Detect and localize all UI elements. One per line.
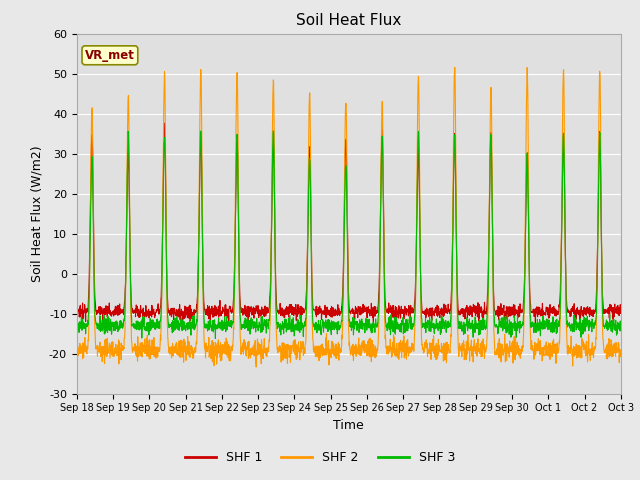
- Title: Soil Heat Flux: Soil Heat Flux: [296, 13, 401, 28]
- SHF 1: [225, 319, 232, 324]
- SHF 3: [570, 327, 577, 333]
- SHF 1: [570, 306, 577, 312]
- Y-axis label: Soil Heat Flux (W/m2): Soil Heat Flux (W/m2): [30, 145, 44, 282]
- SHF 2: [617, 347, 625, 353]
- Legend: SHF 1, SHF 2, SHF 3: SHF 1, SHF 2, SHF 3: [180, 446, 460, 469]
- SHF 2: [584, 346, 592, 352]
- Text: VR_met: VR_met: [85, 49, 135, 62]
- SHF 2: [365, 346, 372, 352]
- Line: SHF 3: SHF 3: [77, 131, 621, 338]
- SHF 2: [225, 341, 232, 347]
- SHF 1: [376, 213, 384, 218]
- SHF 2: [451, 65, 459, 71]
- SHF 1: [617, 308, 625, 314]
- SHF 3: [377, 204, 385, 210]
- SHF 3: [365, 325, 372, 331]
- SHF 3: [269, 128, 277, 134]
- SHF 2: [376, 214, 384, 220]
- SHF 2: [73, 337, 81, 343]
- SHF 1: [507, 304, 515, 310]
- SHF 1: [584, 309, 592, 315]
- Line: SHF 2: SHF 2: [77, 68, 621, 367]
- SHF 3: [617, 320, 625, 326]
- SHF 3: [212, 336, 220, 341]
- Line: SHF 1: SHF 1: [77, 123, 621, 323]
- SHF 2: [252, 364, 260, 370]
- SHF 2: [508, 345, 515, 351]
- SHF 1: [161, 120, 168, 126]
- SHF 1: [532, 320, 540, 326]
- SHF 1: [73, 304, 81, 310]
- X-axis label: Time: Time: [333, 419, 364, 432]
- SHF 3: [508, 327, 515, 333]
- SHF 3: [584, 324, 592, 330]
- SHF 3: [73, 316, 81, 322]
- SHF 1: [365, 308, 372, 314]
- SHF 2: [570, 348, 577, 354]
- SHF 3: [225, 323, 232, 328]
